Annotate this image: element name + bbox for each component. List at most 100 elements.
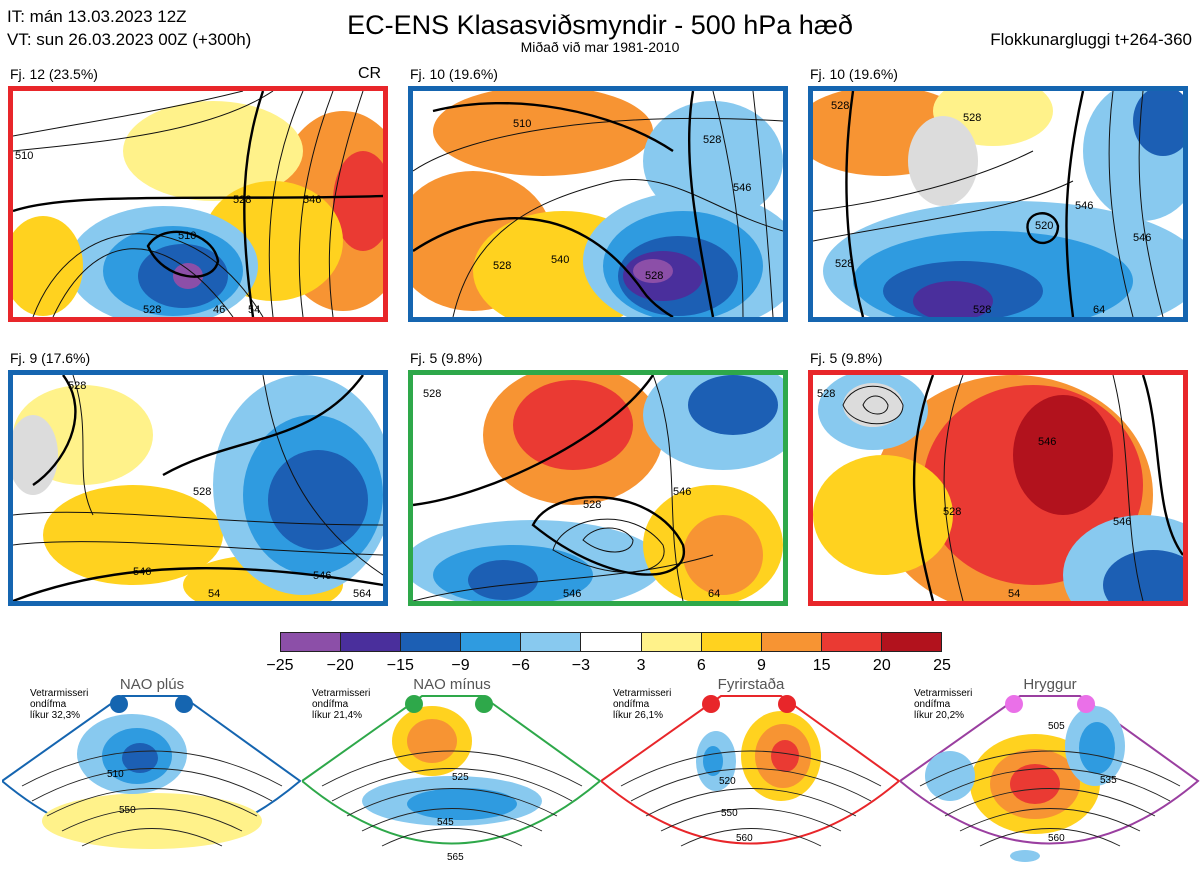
panel-label: Fj. 5 (9.8%) [410, 350, 483, 366]
valid-time: VT: sun 26.03.2023 00Z (+300h) [7, 30, 252, 49]
regime-contour-label: 505 [1048, 721, 1065, 732]
regime-note: Vetrarmisseri ondífma líkur 26,1% [613, 688, 672, 721]
contour-label: 546 [1133, 232, 1151, 244]
cluster-map-4[interactable]: 528 528 546 546 564 54 [8, 370, 388, 606]
contour-label: 510 [178, 230, 196, 242]
contour-label: 546 [733, 182, 751, 194]
regime-contour-label: 560 [736, 833, 753, 844]
regime-contour-label: 510 [107, 769, 124, 780]
contour-label: 546 [1038, 436, 1056, 448]
colorbar-tick: 20 [872, 657, 891, 674]
regime-title: NAO plús [119, 676, 185, 693]
cluster-map-2[interactable]: 510 528 546 528 540 528 [408, 86, 788, 322]
colorbar-segment [461, 633, 522, 651]
colorbar-segment [281, 633, 342, 651]
colorbar-tick: −3 [571, 657, 591, 674]
colorbar-segment [701, 633, 762, 651]
contour-label: 546 [313, 570, 331, 582]
regime-contour-label: 565 [447, 852, 464, 863]
regime-contour-label: 520 [719, 776, 736, 787]
colorbar-tick: 6 [696, 657, 706, 674]
regime-contour-label: 550 [119, 805, 136, 816]
contour-label: 546 [1113, 516, 1131, 528]
contour-label: 546 [563, 588, 581, 600]
contour-label: 528 [943, 506, 961, 518]
colorbar-segment [761, 633, 822, 651]
colorbar-tick: −9 [451, 657, 470, 674]
panel-label: Fj. 10 (19.6%) [810, 66, 898, 82]
cluster-map-5[interactable]: 528 546 546 64 528 [408, 370, 788, 606]
regime-nao-plus[interactable]: 510 550 NAO plús Vetrarmisseri ondífma lík… [2, 676, 302, 871]
panel-label: Fj. 10 (19.6%) [410, 66, 498, 82]
contour-label: 528 [703, 134, 721, 146]
colorbar-tick: 9 [757, 657, 766, 674]
colorbar-tick: −15 [386, 657, 414, 674]
contour-label: 54 [1008, 588, 1020, 600]
colorbar-segment [521, 633, 582, 651]
panel-tag: CR [358, 65, 382, 82]
contour-label: 510 [513, 118, 531, 130]
initial-time: IT: mán 13.03.2023 12Z [7, 7, 187, 26]
regime-contour-label: 550 [721, 808, 738, 819]
contour-label: 528 [68, 380, 86, 392]
panel-label: Fj. 9 (17.6%) [10, 350, 91, 366]
contour-label: 546 [1075, 200, 1093, 212]
regime-contour-label: 545 [437, 817, 454, 828]
regime-blocking[interactable]: 520 550 560 Fyrirstaða Vetrarmisseri ondí… [601, 676, 901, 871]
contour-label: 528 [645, 270, 663, 282]
regime-contour-label: 560 [1048, 833, 1065, 844]
colorbar-segment [401, 633, 462, 651]
contour-label: 546 [303, 194, 321, 206]
regime-note: Vetrarmisseri ondífma líkur 21,4% [312, 688, 371, 721]
regime-note: Vetrarmisseri ondífma líkur 20,2% [914, 688, 973, 721]
contour-label: 528 [143, 304, 161, 316]
contour-label: 520 [1035, 220, 1053, 232]
colorbar-segment [581, 633, 642, 651]
panel-label: Fj. 5 (9.8%) [810, 350, 883, 366]
colorbar-tick: −20 [326, 657, 354, 674]
regime-note: Vetrarmisseri ondífma líkur 32,3% [30, 688, 89, 721]
contour-label: 546 [133, 566, 151, 578]
contour-label: 510 [15, 150, 33, 162]
contour-label: 528 [817, 388, 835, 400]
contour-label: 54 [248, 304, 260, 316]
contour-label: 528 [233, 194, 251, 206]
contour-label: 64 [1093, 304, 1105, 316]
regime-ridge[interactable]: 505 535 560 Hryggur Vetrarmisseri ondífma… [900, 676, 1200, 871]
cluster-map-1[interactable]: 510 528 546 510 528 46 54 [8, 86, 388, 322]
regime-contour-label: 525 [452, 772, 469, 783]
contour-label: 54 [208, 588, 220, 600]
contour-label: 528 [831, 100, 849, 112]
colorbar-tick: 15 [812, 657, 831, 674]
cluster-map-6[interactable]: 528 546 528 546 54 [808, 370, 1188, 606]
contour-label: 540 [551, 254, 569, 266]
contour-label: 564 [353, 588, 371, 600]
anomaly-colorbar [280, 632, 942, 652]
contour-label: 528 [193, 486, 211, 498]
regime-title: Hryggur [1023, 676, 1077, 693]
colorbar-tick: −6 [511, 657, 530, 674]
contour-label: 528 [583, 499, 601, 511]
regime-title: NAO mínus [413, 676, 491, 693]
contour-label: 546 [673, 486, 691, 498]
contour-label: 528 [423, 388, 441, 400]
regime-contour-label: 535 [1100, 775, 1117, 786]
colorbar-tick: 25 [933, 657, 951, 674]
cluster-map-3[interactable]: 528 528 520 546 528 64 546 528 [808, 86, 1188, 322]
colorbar-segment [641, 633, 702, 651]
contour-label: 528 [835, 258, 853, 270]
contour-label: 64 [708, 588, 720, 600]
page-subtitle: Miðað við mar 1981-2010 [520, 39, 680, 55]
page-title: EC-ENS Klasasviðsmyndir - 500 hPa hæð [347, 10, 853, 40]
colorbar-segment [821, 633, 882, 651]
contour-label: 528 [963, 112, 981, 124]
contour-label: 46 [213, 304, 225, 316]
panel-label: Fj. 12 (23.5%) [10, 66, 98, 82]
regime-nao-minus[interactable]: 525 545 565 NAO mínus Vetrarmisseri ondíf… [302, 676, 602, 871]
classification-window: Flokkunargluggi t+264-360 [990, 30, 1192, 49]
colorbar-tick: −25 [266, 657, 294, 674]
colorbar-segment [341, 633, 402, 651]
contour-label: 528 [973, 304, 991, 316]
contour-label: 528 [493, 260, 511, 272]
regime-title: Fyrirstaða [717, 676, 785, 693]
